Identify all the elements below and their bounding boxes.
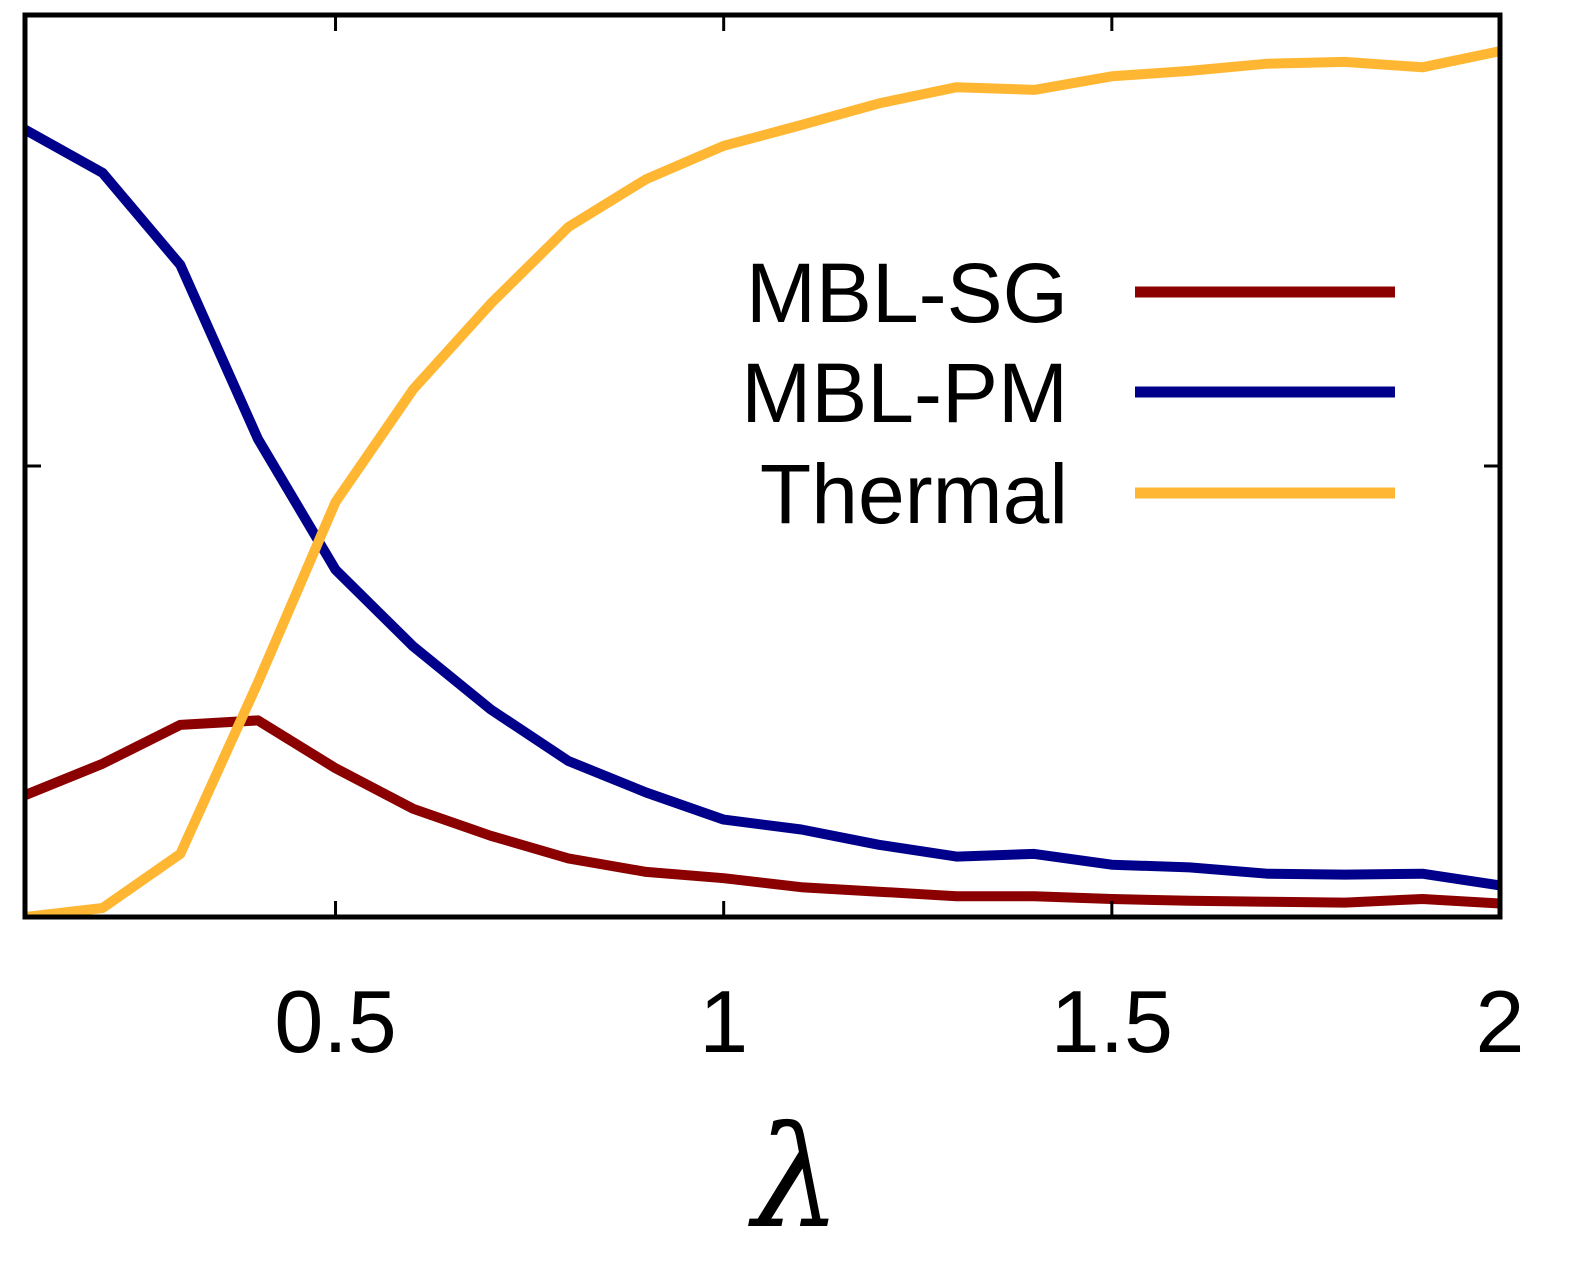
- legend-label-mbl-sg: MBL-SG: [746, 246, 1068, 340]
- ticks: [25, 15, 1502, 917]
- x-tick-labels: 0.5 1 1.5 2: [274, 972, 1524, 1071]
- series-line-thermal: [25, 46, 1500, 917]
- legend-label-mbl-pm: MBL-PM: [741, 346, 1068, 440]
- x-tick-label: 0.5: [274, 972, 396, 1071]
- series-line-mbl-pm: [25, 125, 1500, 891]
- x-tick-label: 1.5: [1051, 972, 1173, 1071]
- x-tick-label: 2: [1476, 972, 1525, 1071]
- series-line-mbl-sg: [25, 715, 1500, 909]
- plot-lines: [25, 46, 1500, 917]
- legend-label-thermal: Thermal: [760, 447, 1068, 541]
- x-axis-label: λ: [748, 1097, 842, 1260]
- x-tick-label: 1: [699, 972, 748, 1071]
